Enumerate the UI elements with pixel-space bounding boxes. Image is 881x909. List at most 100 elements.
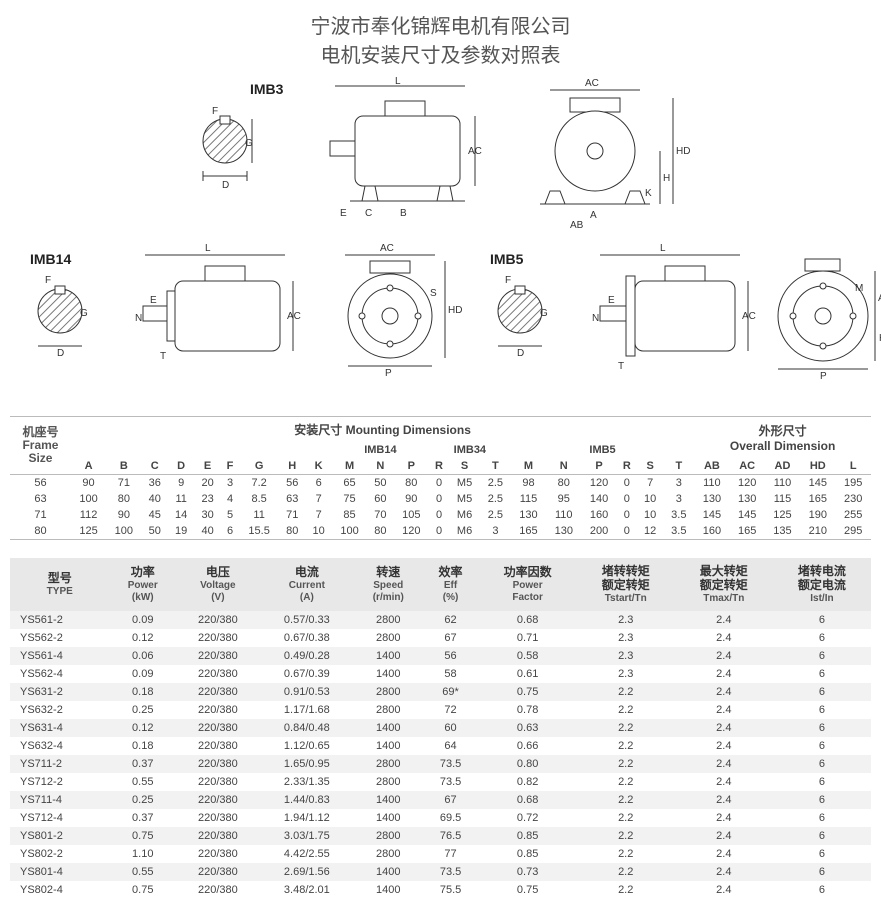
imb3-label: IMB3 [250,81,283,97]
svg-text:AC: AC [380,243,394,254]
param-cell: 2.2 [577,737,675,755]
imb14-subheader: IMB14 [332,442,429,458]
mount-cell: 71 [106,475,141,492]
param-cell: YS632-4 [10,737,109,755]
mount-col-L: L [835,458,871,475]
mount-cell: M5 [449,475,480,492]
mount-col-AC: AC [730,458,765,475]
param-cell: 3.48/2.01 [260,881,354,899]
param-cell: 75.5 [423,881,479,899]
mount-col-N: N [546,458,581,475]
param-cell: YS561-2 [10,611,109,629]
mount-cell: 115 [765,491,800,507]
param-cell: 2800 [354,755,422,773]
param-cell: 2.4 [675,737,773,755]
mount-cell: 295 [835,523,871,540]
param-cell: YS801-4 [10,863,109,881]
param-cell: 0.49/0.28 [260,647,354,665]
param-cell: 4.42/2.55 [260,845,354,863]
param-cell: 0.71 [479,629,577,647]
param-col-header: 堵转转矩 额定转矩Tstart/Tn [577,558,675,611]
param-cell: 6 [773,611,871,629]
mount-cell: 19 [168,523,194,540]
mount-col-P: P [581,458,616,475]
param-cell: 2.2 [577,755,675,773]
mount-cell: 95 [546,491,581,507]
imb5-shaft-diagram: D F G [485,271,555,371]
param-cell: YS712-4 [10,809,109,827]
param-cell: 2.3 [577,647,675,665]
mount-cell: 8.5 [239,491,279,507]
svg-text:AC: AC [585,78,599,89]
svg-text:K: K [645,188,652,199]
param-cell: 0.12 [109,719,176,737]
mount-cell: 115 [511,491,546,507]
param-row: YS711-40.25220/3801.44/0.831400670.682.2… [10,791,871,809]
param-cell: 0.91/0.53 [260,683,354,701]
param-cell: 2800 [354,773,422,791]
parameters-table: 型号TYPE功率Power (kW)电压Voltage (V)电流Current… [10,558,871,899]
svg-text:D: D [57,348,64,359]
param-cell: 0.12 [109,629,176,647]
param-col-header: 功率因数Power Factor [479,558,577,611]
param-cell: 0.85 [479,845,577,863]
mount-cell: 0 [429,475,449,492]
mount-col-R: R [617,458,637,475]
mount-cell: 0 [617,475,637,492]
param-row: YS802-40.75220/3803.48/2.01140075.50.752… [10,881,871,899]
mount-cell: 15.5 [239,523,279,540]
param-cell: 0.57/0.33 [260,611,354,629]
mount-cell: 80 [367,523,393,540]
mount-cell: 3.5 [663,523,694,540]
svg-text:S: S [430,288,437,299]
mount-cell: 5 [221,507,239,523]
overall-header: 外形尺寸 Overall Dimension [694,417,871,459]
param-cell: 0.85 [479,827,577,845]
param-cell: 2.4 [675,629,773,647]
mount-row: 631008040112348.56377560900M52.511595140… [10,491,871,507]
mount-cell: 63 [279,491,305,507]
mount-cell: 56 [279,475,305,492]
param-col-header: 电流Current (A) [260,558,354,611]
param-cell: 2.3 [577,629,675,647]
param-cell: 2.4 [675,647,773,665]
param-cell: 0.75 [479,881,577,899]
param-cell: 2.4 [675,719,773,737]
mount-cell: 110 [546,507,581,523]
mount-cell: 9 [168,475,194,492]
param-cell: 76.5 [423,827,479,845]
mount-cell: 3.5 [663,507,694,523]
mount-col-AB: AB [694,458,729,475]
imb3-front-diagram: AC A AB K H HD [510,76,690,231]
param-cell: 73.5 [423,863,479,881]
param-cell: 6 [773,701,871,719]
param-cell: 1400 [354,791,422,809]
param-cell: 2800 [354,611,422,629]
frame-size-cell: 63 [10,491,71,507]
param-cell: 60 [423,719,479,737]
param-cell: YS802-2 [10,845,109,863]
mount-cell: 40 [142,491,168,507]
param-cell: 58 [423,665,479,683]
param-cell: 220/380 [176,665,260,683]
param-cell: 73.5 [423,773,479,791]
param-cell: 69.5 [423,809,479,827]
frame-size-cell: 56 [10,475,71,492]
frame-size-cell: 71 [10,507,71,523]
param-cell: 2.4 [675,881,773,899]
mount-col-AD: AD [765,458,800,475]
mount-cell: 7.2 [239,475,279,492]
param-cell: 0.68 [479,611,577,629]
mount-cell: 85 [332,507,367,523]
param-cell: 2.2 [577,845,675,863]
param-cell: 2.2 [577,863,675,881]
param-cell: 0.06 [109,647,176,665]
mount-cell: 4 [221,491,239,507]
imb5-front-diagram: P AD HD M [765,241,881,391]
param-row: YS712-20.55220/3802.33/1.35280073.50.822… [10,773,871,791]
svg-text:C: C [365,208,372,219]
mount-cell: M6 [449,523,480,540]
param-cell: 220/380 [176,791,260,809]
param-cell: YS801-2 [10,827,109,845]
mount-cell: 30 [194,507,220,523]
